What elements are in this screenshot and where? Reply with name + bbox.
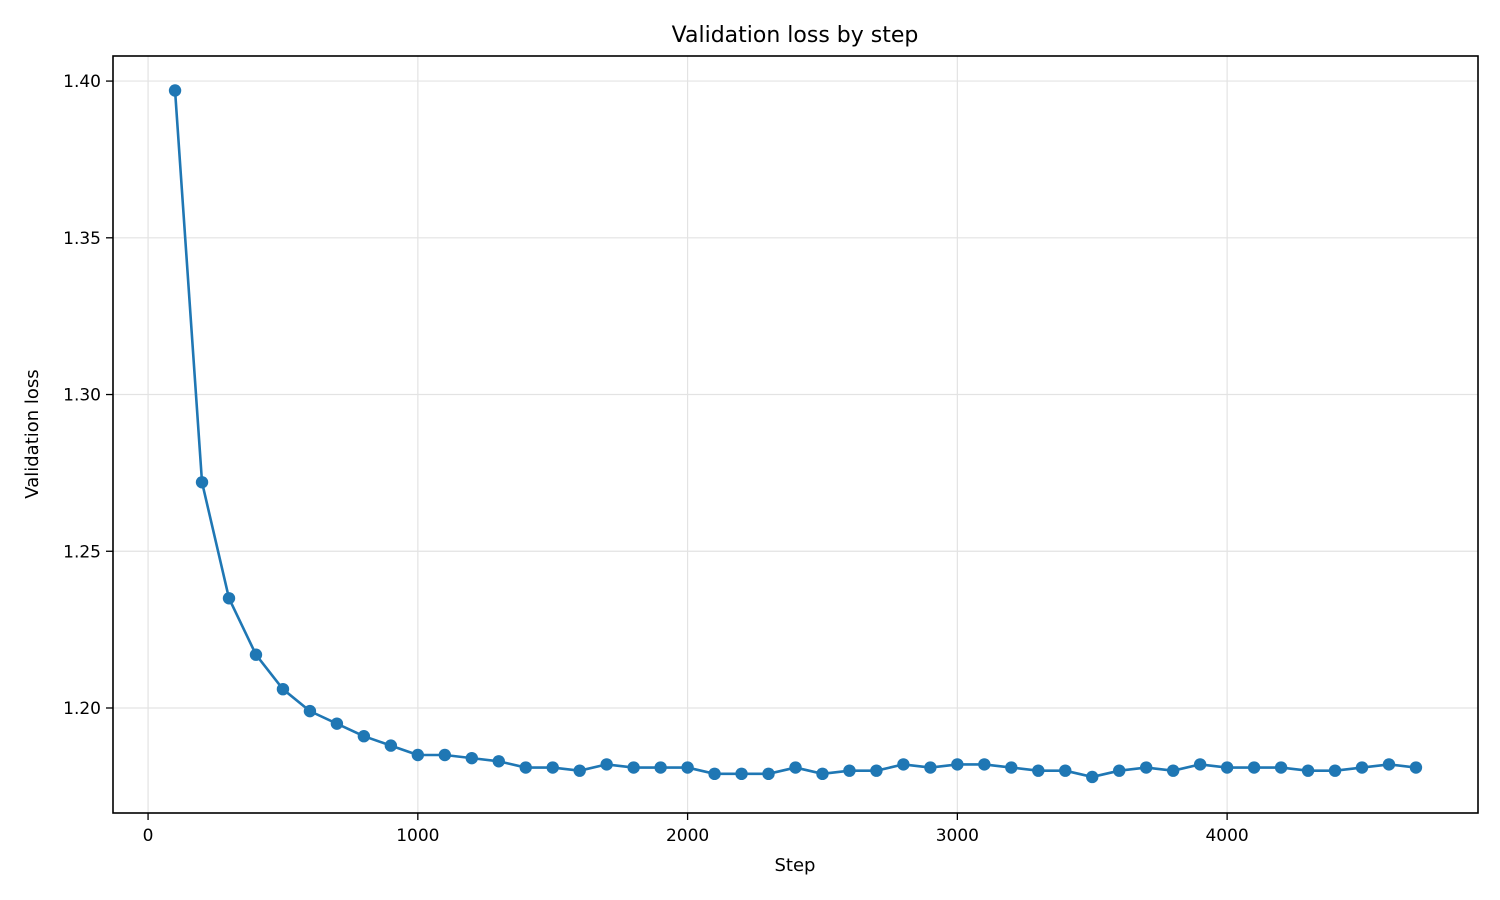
data-point [1274, 761, 1288, 774]
data-point [519, 761, 532, 774]
data-point [330, 717, 344, 730]
data-point [816, 767, 829, 781]
data-point [222, 592, 236, 605]
data-point [897, 758, 910, 771]
data-point [1328, 764, 1342, 777]
data-point [168, 84, 182, 97]
x-tick-label: 3000 [936, 826, 979, 846]
x-tick-label: 0 [143, 826, 154, 846]
data-point [357, 730, 371, 743]
y-axis-label: Validation loss [22, 369, 43, 498]
data-point [843, 764, 856, 777]
data-point [1409, 761, 1423, 774]
data-point [303, 704, 317, 718]
data-point [492, 755, 505, 768]
data-point [735, 767, 748, 781]
data-point [195, 476, 209, 489]
data-point [276, 682, 290, 696]
data-point [627, 761, 640, 774]
data-point [1220, 761, 1234, 774]
y-tick-label: 1.25 [63, 542, 101, 562]
data-point [546, 761, 559, 774]
plot-frame [112, 55, 1479, 814]
data-point [1166, 764, 1180, 777]
x-tick-label: 2000 [666, 826, 709, 846]
x-axis-ticks: 0 1000 2000 3000 4000 [143, 813, 1249, 846]
data-point [249, 648, 263, 661]
data-point [1086, 770, 1099, 784]
y-tick-label: 1.35 [63, 229, 101, 249]
x-tick-label: 4000 [1205, 826, 1248, 846]
x-tick-label: 1000 [396, 826, 439, 846]
data-point [1032, 764, 1045, 777]
series-line [173, 90, 1417, 779]
data-point [1193, 758, 1207, 771]
series-layer [168, 84, 1423, 784]
y-tick-label: 1.30 [63, 386, 101, 406]
data-point [654, 761, 667, 774]
data-point [1355, 761, 1369, 774]
data-point [978, 758, 991, 771]
data-point [762, 767, 775, 781]
data-point [789, 761, 802, 774]
data-point [1005, 761, 1018, 774]
data-point [708, 767, 721, 781]
y-axis-ticks: 1.20 1.25 1.30 1.35 1.40 [63, 72, 113, 719]
data-point [438, 748, 452, 762]
data-point [870, 764, 883, 777]
chart-title: Validation loss by step [672, 23, 919, 48]
data-point [1113, 764, 1126, 777]
data-point [384, 739, 398, 752]
data-point [681, 761, 694, 774]
x-axis-label: Step [775, 855, 816, 876]
y-tick-label: 1.40 [63, 72, 101, 92]
data-point [1247, 761, 1261, 774]
data-point [951, 758, 964, 771]
grid-lines [113, 56, 1478, 813]
data-point [1382, 758, 1396, 771]
data-point [411, 748, 425, 762]
data-point [1139, 761, 1153, 774]
data-point [1301, 764, 1315, 777]
data-point [465, 751, 478, 765]
y-tick-label: 1.20 [63, 699, 101, 719]
data-point [924, 761, 937, 774]
data-point [573, 764, 586, 777]
data-point [600, 758, 613, 771]
data-point [1059, 764, 1072, 777]
